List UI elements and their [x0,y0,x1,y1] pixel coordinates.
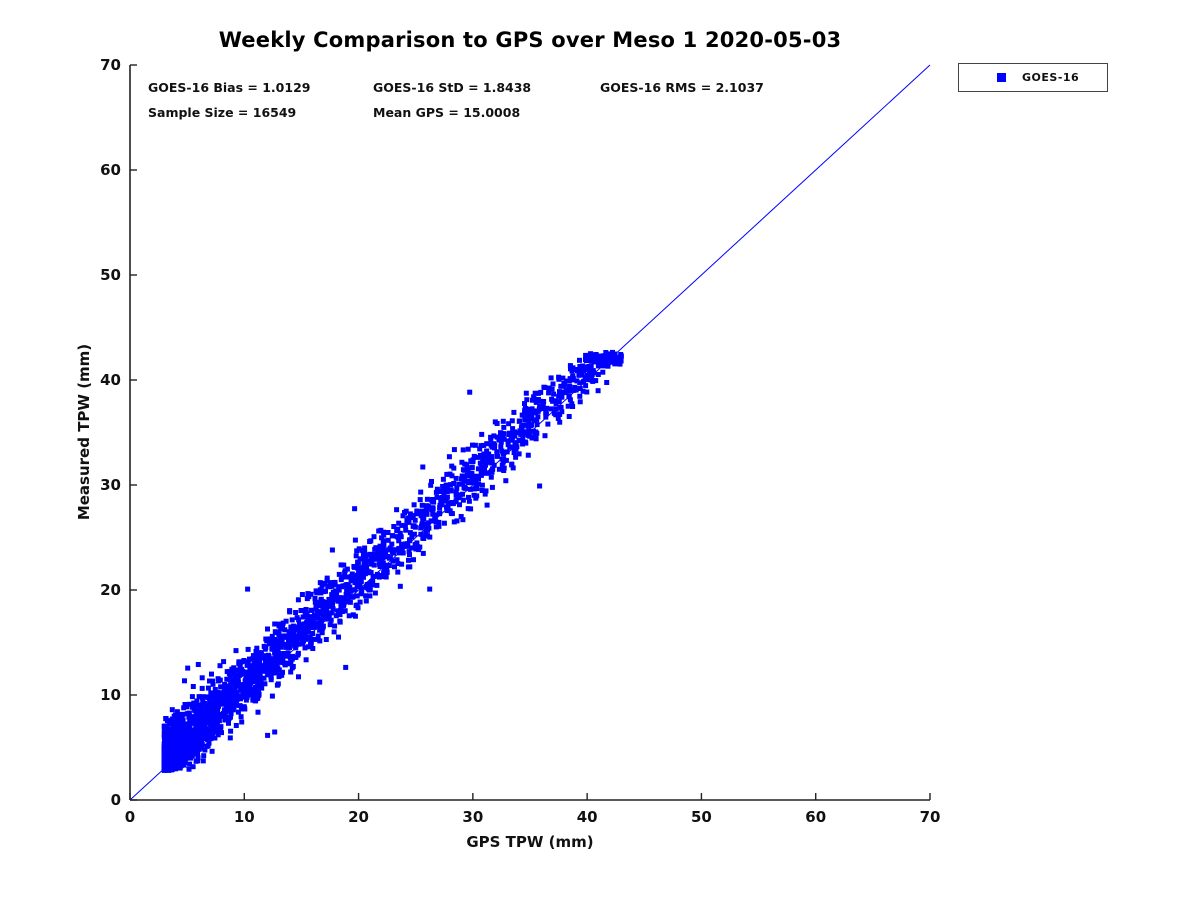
x-tick-label: 70 [920,808,941,826]
chart-title: Weekly Comparison to GPS over Meso 1 202… [218,28,842,52]
annotation-sample-size: Sample Size = 16549 [148,105,297,120]
y-tick-label: 10 [100,686,121,704]
legend-square-marker-icon [997,73,1006,82]
legend-box: GOES-16 [958,63,1108,92]
y-tick-label: 70 [100,56,121,74]
legend-series-label: GOES-16 [1022,71,1080,84]
x-tick-label: 50 [691,808,712,826]
y-tick-label: 0 [111,791,121,809]
y-tick-label: 30 [100,476,121,494]
scatter-points-layer [161,349,624,773]
x-tick-label: 10 [234,808,255,826]
annotation-std: GOES-16 StD = 1.8438 [373,80,532,95]
y-tick-label: 40 [100,371,121,389]
annotation-bias: GOES-16 Bias = 1.0129 [148,80,311,95]
y-tick-label: 20 [100,581,121,599]
y-tick-label: 50 [100,266,121,284]
annotation-rms: GOES-16 RMS = 2.1037 [600,80,764,95]
y-axis-label: Measured TPW (mm) [75,343,93,521]
x-tick-label: 60 [805,808,826,826]
x-tick-label: 0 [125,808,135,826]
x-tick-label: 30 [462,808,483,826]
x-tick-label: 20 [348,808,369,826]
annotation-mean-gps: Mean GPS = 15.0008 [373,105,521,120]
y-tick-label: 60 [100,161,121,179]
x-tick-label: 40 [577,808,598,826]
x-axis-label: GPS TPW (mm) [466,833,594,851]
